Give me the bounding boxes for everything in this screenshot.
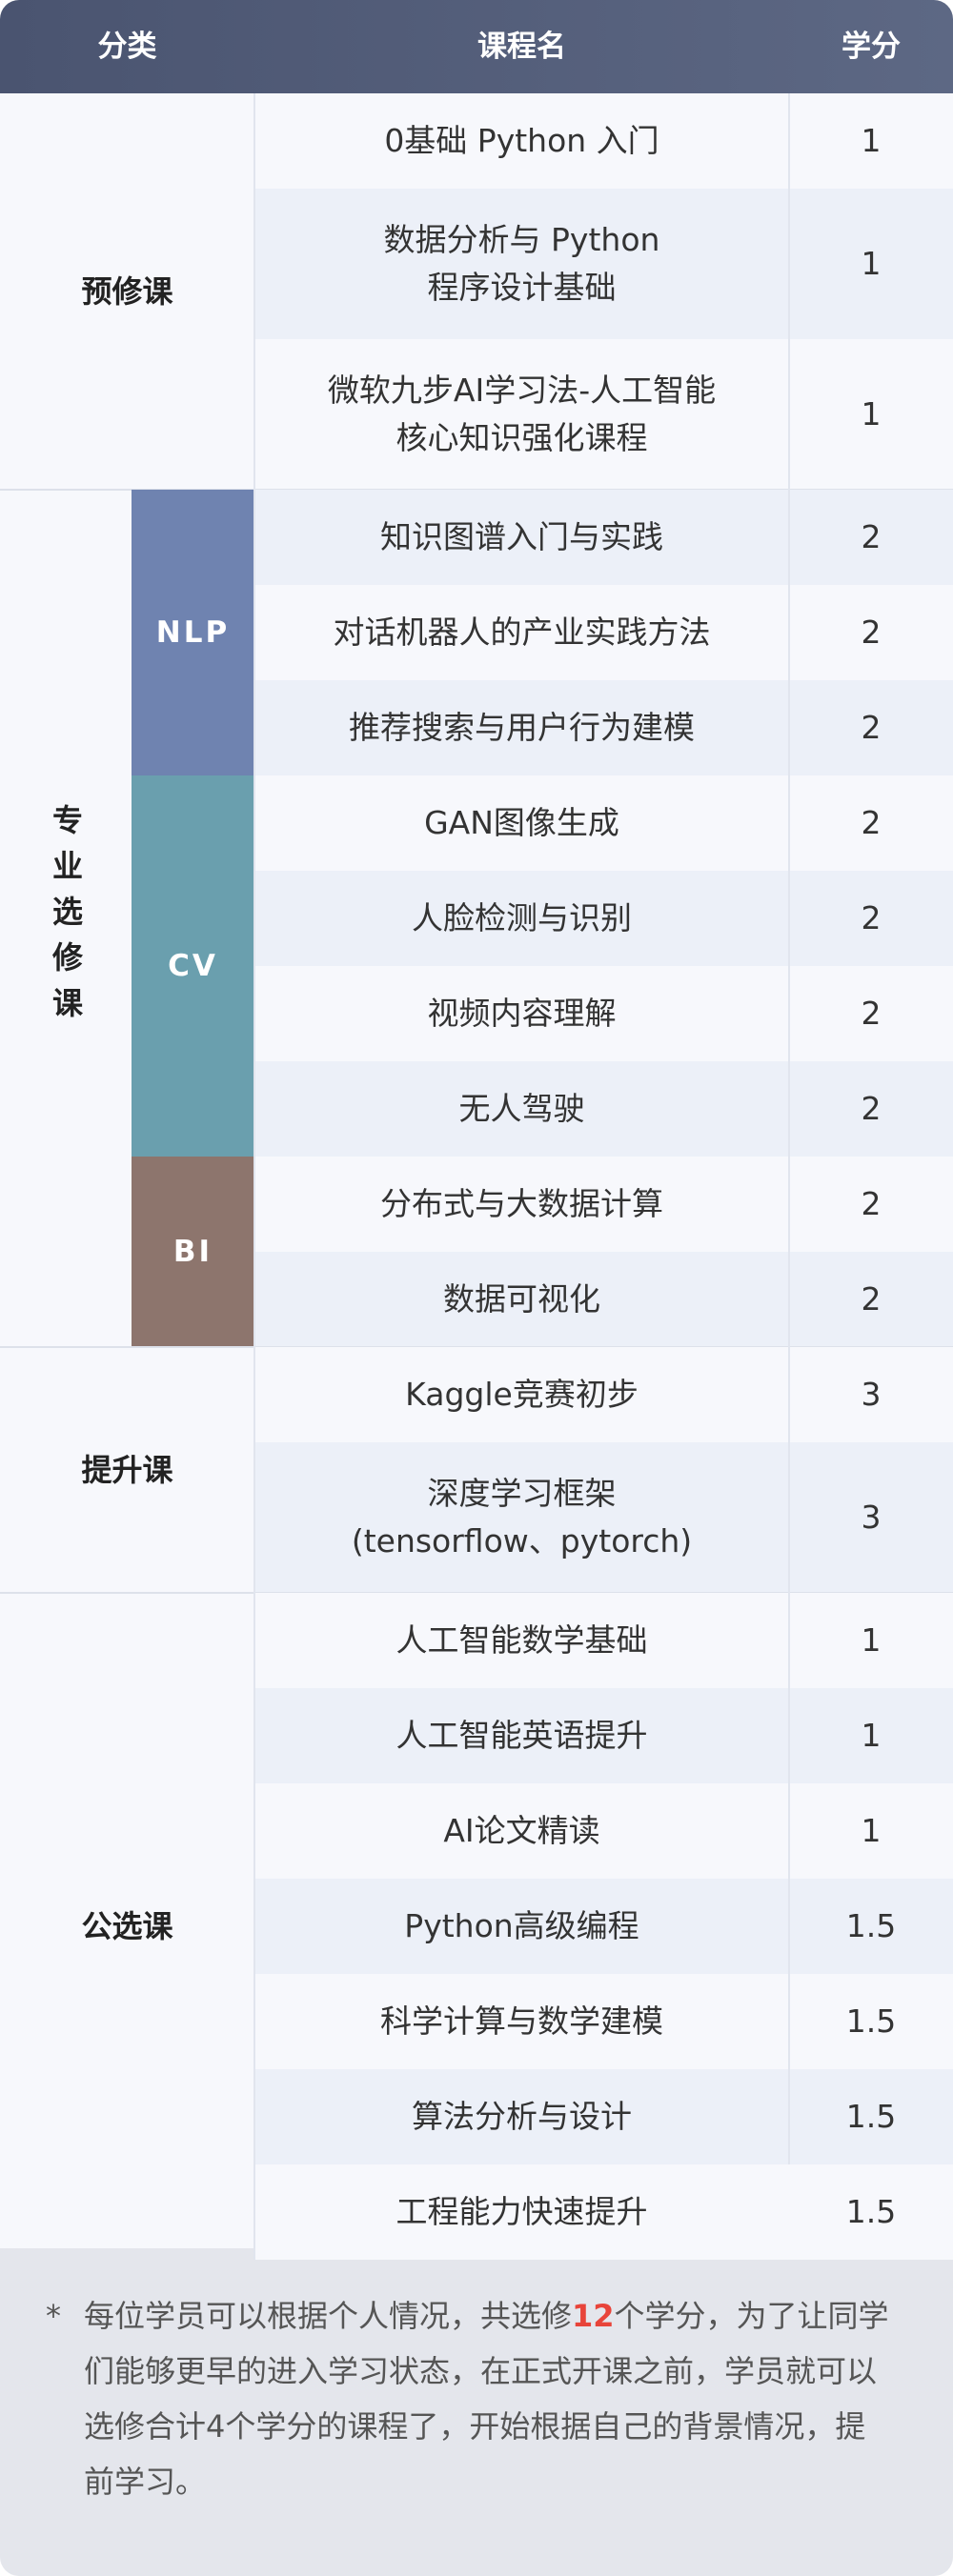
course-credit: 2 [861,995,882,1032]
course-credit: 2 [861,709,882,746]
course-name: 0基础 Python 入门 [384,122,659,159]
course-row [254,966,953,1061]
course-row [254,2164,953,2260]
course-credit: 2 [861,518,882,555]
course-row [254,1974,953,2069]
course-credit: 1.5 [845,1907,897,1944]
course-row [254,1783,953,1879]
course-credit: 1 [861,122,882,159]
course-row [254,93,953,189]
course-credit: 2 [861,1280,882,1318]
course-row [254,490,953,585]
course-name: 算法分析与设计 [412,2098,632,2135]
course-name: 科学计算与数学建模 [380,2002,663,2040]
course-name: 深度学习框架 (tensorflow、pytorch) [351,1475,693,1560]
course-credit: 1 [861,1621,882,1659]
table-header [0,0,953,93]
course-row [254,871,953,966]
course-name: 微软九步AI学习法-人工智能 核心知识强化课程 [327,372,717,456]
course-credit: 3 [861,1499,882,1536]
course-name: 视频内容理解 [427,995,617,1032]
note-text: 每位学员可以根据个人情况，共选修 [84,2298,573,2334]
subcategory: CV [132,775,254,1157]
header-cell: 课程名 [477,30,566,64]
column-divider [788,93,790,2164]
course-row [254,1688,953,1783]
category: 提升课 [81,1452,173,1488]
course-name: Kaggle竞赛初步 [405,1376,639,1413]
course-name: Python高级编程 [404,1907,639,1944]
course-name: 对话机器人的产业实践方法 [333,614,711,651]
course-row [254,1879,953,1974]
note-highlight: 12 [572,2298,615,2334]
course-row [254,680,953,775]
course-credit: 1 [861,245,882,282]
note: * 每位学员可以根据个人情况，共选修12个学分，为了让同学们能够更早的进入学习状态… [0,2248,953,2576]
course-name: 数据可视化 [443,1280,600,1318]
course-name: 人工智能数学基础 [395,1621,648,1659]
course-name: 人脸检测与识别 [412,899,632,936]
course-name: 推荐搜索与用户行为建模 [349,709,695,746]
course-credit: 2 [861,804,882,841]
course-row [254,2069,953,2164]
course-name: GAN图像生成 [424,804,619,841]
course-name: 工程能力快速提升 [395,2193,648,2230]
course-credit: 3 [861,1376,882,1413]
column-divider [253,93,255,2260]
header-cell: 分类 [97,30,157,64]
course-credit: 1.5 [845,2002,897,2040]
category: 预修课 [81,273,173,310]
note-text: 个学分，为了让同学们能够更早的进入学习状态，在正式开课之前，学员就可以选修合计4… [84,2298,889,2500]
course-name: 人工智能英语提升 [395,1717,648,1754]
course-row [254,775,953,871]
course-name: 分布式与大数据计算 [380,1185,663,1222]
course-credit: 1.5 [845,2098,897,2135]
course-name: AI论文精读 [443,1812,600,1849]
course-credit: 2 [861,614,882,651]
course-row [254,189,953,339]
course-row [254,585,953,680]
course-row [254,1593,953,1688]
course-row [254,1061,953,1157]
category: 公选课 [81,1908,173,1944]
subcategory: BI [132,1157,254,1347]
course-row [254,1252,953,1347]
course-name: 知识图谱入门与实践 [380,518,663,555]
course-name: 数据分析与 Python 程序设计基础 [383,221,660,306]
course-name: 无人驾驶 [458,1090,585,1127]
course-credit: 1.5 [845,2193,897,2230]
course-credit: 2 [861,899,882,936]
course-credit: 1 [861,395,882,433]
category: 专业选修课 [48,804,84,1033]
subcategory: NLP [132,490,254,775]
header-cell: 学分 [841,30,901,64]
course-credit: 1 [861,1812,882,1849]
course-row [254,1157,953,1252]
course-row [254,1442,953,1593]
course-credit: 1 [861,1717,882,1754]
course-credit: 2 [861,1090,882,1127]
note-marker: * [46,2298,61,2334]
course-row [254,339,953,490]
course-row [254,1347,953,1442]
course-credit: 2 [861,1185,882,1222]
